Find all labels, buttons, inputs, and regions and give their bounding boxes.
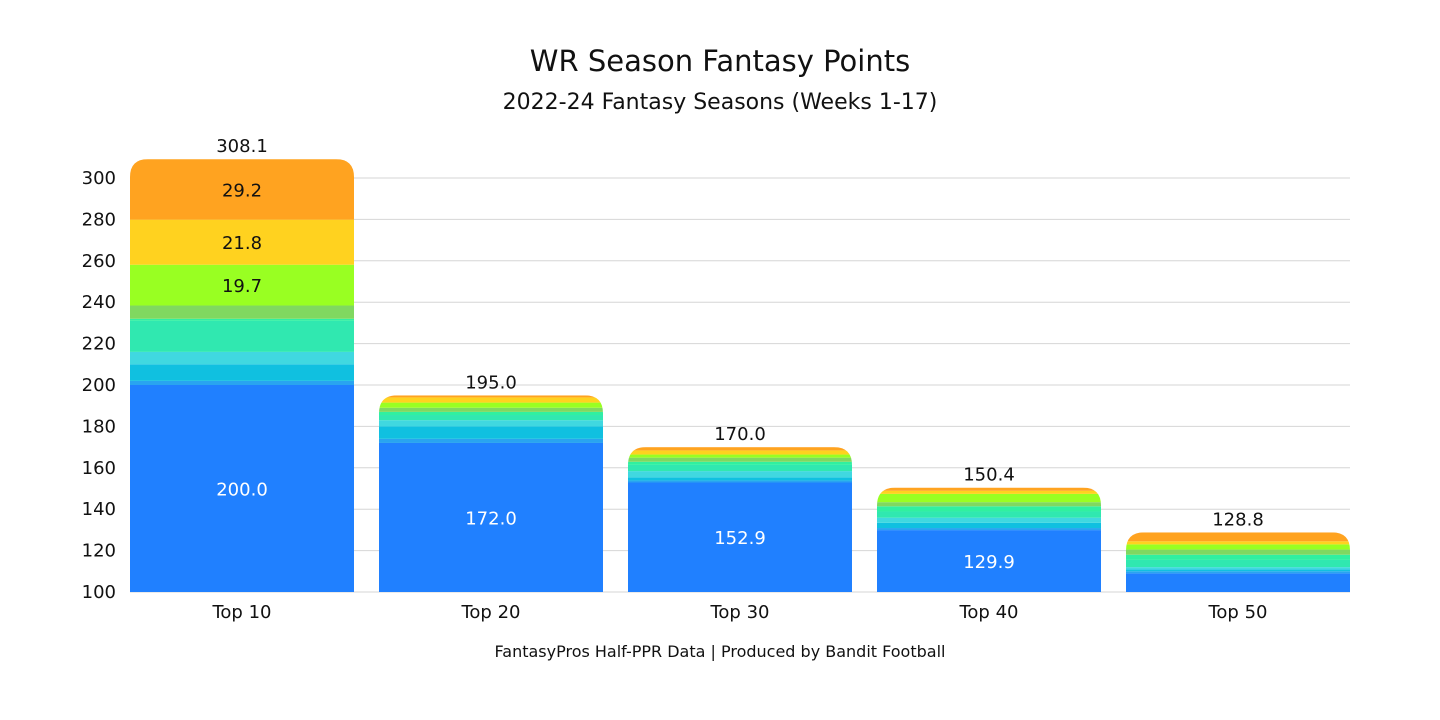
y-tick-label: 220 xyxy=(82,334,116,355)
bar-segment xyxy=(379,442,603,592)
y-tick-label: 100 xyxy=(82,582,116,603)
bar-stack xyxy=(877,487,1101,592)
y-tick-label: 140 xyxy=(82,499,116,520)
y-tick-label: 120 xyxy=(82,541,116,562)
y-tick-label: 200 xyxy=(82,375,116,396)
bar-segment xyxy=(877,490,1101,494)
bar-segment xyxy=(1126,569,1350,572)
bar-total-label: 195.0 xyxy=(465,372,517,393)
bar-segment xyxy=(628,454,852,458)
bar-segment xyxy=(628,482,852,592)
bar-total-label: 128.8 xyxy=(1212,509,1264,530)
bar-total-label: 150.4 xyxy=(963,465,1015,486)
segment-value-label: 200.0 xyxy=(216,480,268,501)
bar-stack xyxy=(1126,532,1350,592)
bar-segment xyxy=(130,380,354,385)
y-axis-ticks: 100 120 140 160 180 200 220 240 260 280 300 xyxy=(82,168,116,603)
bar-segment xyxy=(130,159,354,220)
x-category-label: Top 10 xyxy=(211,602,271,623)
bar-segment xyxy=(1126,571,1350,574)
bar-stack xyxy=(130,159,354,592)
bar-total-label: 170.0 xyxy=(714,424,766,445)
bar-segment xyxy=(130,320,354,352)
bar-segment xyxy=(130,219,354,265)
bar-segment xyxy=(877,522,1101,529)
y-tick-label: 260 xyxy=(82,251,116,272)
bar-segment xyxy=(877,493,1101,503)
bar-segment xyxy=(379,420,603,427)
x-category-label: Top 50 xyxy=(1207,602,1267,623)
bar-stack xyxy=(628,447,852,592)
bar-segment xyxy=(877,528,1101,531)
bar-segment xyxy=(1126,573,1350,592)
bar-segment xyxy=(877,502,1101,507)
bar-segment xyxy=(1126,554,1350,560)
bar-segment xyxy=(379,395,603,398)
x-axis-categories: Top 10 Top 20 Top 30 Top 40 Top 50 xyxy=(211,602,1267,623)
segment-value-label: 21.8 xyxy=(222,233,262,254)
segment-value-label: 172.0 xyxy=(465,508,517,529)
bar-segment xyxy=(628,477,852,481)
y-tick-label: 180 xyxy=(82,416,116,437)
chart-title: WR Season Fantasy Points xyxy=(529,44,911,78)
bar-segment xyxy=(379,426,603,439)
bar-segment xyxy=(1126,532,1350,542)
bar-segment xyxy=(628,471,852,478)
bars xyxy=(130,159,1350,592)
bar-segment xyxy=(1126,549,1350,555)
bar-segment xyxy=(628,461,852,465)
bar-segment xyxy=(877,517,1101,523)
bar-segment xyxy=(379,402,603,408)
bar-segment xyxy=(130,385,354,592)
bar-segment xyxy=(1126,559,1350,568)
bar-stack xyxy=(379,395,603,592)
segment-value-label: 19.7 xyxy=(222,276,262,297)
segment-value-label: 29.2 xyxy=(222,180,262,201)
bar-labels: 200.0 19.7 21.8 29.2 308.1 172.0 195.0 152.9 170… xyxy=(216,136,1264,573)
y-tick-label: 160 xyxy=(82,458,116,479)
bar-segment xyxy=(130,305,354,319)
bar-segment xyxy=(130,364,354,381)
bar-segment xyxy=(628,447,852,451)
bar-segment xyxy=(379,397,603,403)
bar-segment xyxy=(130,264,354,306)
y-tick-label: 240 xyxy=(82,292,116,313)
bar-segment xyxy=(1126,541,1350,545)
bar-segment xyxy=(877,506,1101,512)
x-category-label: Top 40 xyxy=(958,602,1018,623)
y-tick-label: 280 xyxy=(82,209,116,230)
bar-segment xyxy=(379,415,603,421)
bar-segment xyxy=(628,480,852,483)
bar-total-label: 308.1 xyxy=(216,136,268,157)
bar-segment xyxy=(1126,544,1350,550)
segment-value-label: 152.9 xyxy=(714,528,766,549)
bar-segment xyxy=(628,450,852,455)
bar-segment xyxy=(877,530,1101,592)
bar-segment xyxy=(130,318,354,321)
bar-segment xyxy=(130,351,354,365)
bar-segment xyxy=(379,407,603,412)
x-category-label: Top 20 xyxy=(460,602,520,623)
x-category-label: Top 30 xyxy=(709,602,769,623)
chart-source-note: FantasyPros Half-PPR Data | Produced by … xyxy=(494,642,946,661)
y-tick-label: 300 xyxy=(82,168,116,189)
bar-segment xyxy=(379,438,603,443)
bar-segment xyxy=(877,511,1101,518)
bar-segment xyxy=(379,411,603,416)
segment-value-label: 129.9 xyxy=(963,552,1015,573)
bar-segment xyxy=(628,464,852,472)
chart-subtitle: 2022-24 Fantasy Seasons (Weeks 1-17) xyxy=(502,90,938,115)
bar-segment xyxy=(877,487,1101,491)
bar-segment xyxy=(1126,567,1350,570)
bar-segment xyxy=(628,457,852,462)
